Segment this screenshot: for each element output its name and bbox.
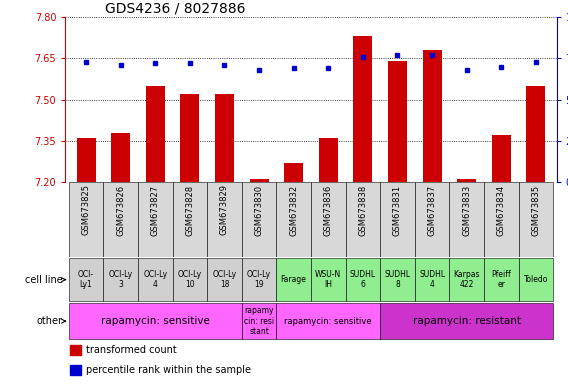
Text: SUDHL
4: SUDHL 4 xyxy=(419,270,445,290)
Text: GSM673835: GSM673835 xyxy=(532,184,540,235)
Text: GSM673838: GSM673838 xyxy=(358,184,367,236)
Bar xyxy=(484,258,519,301)
Bar xyxy=(111,132,130,182)
Text: rapamycin: sensitive: rapamycin: sensitive xyxy=(285,317,372,326)
Text: transformed count: transformed count xyxy=(86,345,177,355)
Bar xyxy=(277,303,380,339)
Text: GSM673831: GSM673831 xyxy=(393,184,402,235)
Bar xyxy=(345,258,380,301)
Text: rapamycin: sensitive: rapamycin: sensitive xyxy=(101,316,210,326)
Text: Pfeiff
er: Pfeiff er xyxy=(491,270,511,290)
Text: SUDHL
6: SUDHL 6 xyxy=(350,270,376,290)
Text: other: other xyxy=(36,316,62,326)
Text: OCI-Ly
3: OCI-Ly 3 xyxy=(108,270,133,290)
Bar xyxy=(311,258,345,301)
Bar xyxy=(449,182,484,257)
Bar xyxy=(242,258,277,301)
Text: rapamy
cin: resi
stant: rapamy cin: resi stant xyxy=(244,306,274,336)
Text: OCI-Ly
10: OCI-Ly 10 xyxy=(178,270,202,290)
Bar xyxy=(77,138,95,182)
Bar xyxy=(415,258,449,301)
Bar xyxy=(146,86,165,182)
Text: GSM673836: GSM673836 xyxy=(324,184,333,236)
Bar xyxy=(319,138,338,182)
Bar xyxy=(380,182,415,257)
Bar xyxy=(423,50,441,182)
Bar xyxy=(103,258,138,301)
Bar xyxy=(311,182,345,257)
Text: OCI-Ly
19: OCI-Ly 19 xyxy=(247,270,271,290)
Text: GSM673834: GSM673834 xyxy=(497,184,506,235)
Bar xyxy=(70,365,81,376)
Bar xyxy=(207,182,242,257)
Bar xyxy=(449,258,484,301)
Bar xyxy=(173,182,207,257)
Bar xyxy=(70,345,81,355)
Bar xyxy=(207,258,242,301)
Bar xyxy=(181,94,199,182)
Bar xyxy=(138,258,173,301)
Bar xyxy=(249,179,269,182)
Bar xyxy=(388,61,407,182)
Bar xyxy=(69,182,103,257)
Bar xyxy=(353,36,373,182)
Text: GSM673826: GSM673826 xyxy=(116,184,125,235)
Bar xyxy=(103,182,138,257)
Text: rapamycin: resistant: rapamycin: resistant xyxy=(413,316,521,326)
Text: percentile rank within the sample: percentile rank within the sample xyxy=(86,365,251,376)
Text: OCI-Ly
4: OCI-Ly 4 xyxy=(143,270,168,290)
Text: GSM673828: GSM673828 xyxy=(185,184,194,235)
Bar xyxy=(173,258,207,301)
Bar xyxy=(284,163,303,182)
Bar xyxy=(457,179,476,182)
Text: GSM673827: GSM673827 xyxy=(151,184,160,235)
Text: GSM673832: GSM673832 xyxy=(289,184,298,235)
Text: cell line: cell line xyxy=(25,275,62,285)
Bar xyxy=(484,182,519,257)
Bar xyxy=(415,182,449,257)
Text: GSM673825: GSM673825 xyxy=(82,184,90,235)
Bar xyxy=(519,258,553,301)
Text: GSM673830: GSM673830 xyxy=(254,184,264,235)
Bar xyxy=(519,182,553,257)
Text: SUDHL
8: SUDHL 8 xyxy=(385,270,411,290)
Bar xyxy=(242,182,277,257)
Bar xyxy=(380,258,415,301)
Text: GSM673837: GSM673837 xyxy=(428,184,437,236)
Text: Toledo: Toledo xyxy=(524,275,548,284)
Text: GSM673833: GSM673833 xyxy=(462,184,471,236)
Bar xyxy=(345,182,380,257)
Bar xyxy=(242,303,277,339)
Bar xyxy=(492,136,511,182)
Bar xyxy=(215,94,234,182)
Text: OCI-
Ly1: OCI- Ly1 xyxy=(78,270,94,290)
Text: GSM673829: GSM673829 xyxy=(220,184,229,235)
Text: WSU-N
IH: WSU-N IH xyxy=(315,270,341,290)
Text: Karpas
422: Karpas 422 xyxy=(453,270,480,290)
Bar xyxy=(69,258,103,301)
Bar xyxy=(277,258,311,301)
Text: GDS4236 / 8027886: GDS4236 / 8027886 xyxy=(105,1,245,15)
Bar xyxy=(527,86,545,182)
Bar xyxy=(380,303,553,339)
Bar xyxy=(138,182,173,257)
Text: OCI-Ly
18: OCI-Ly 18 xyxy=(212,270,236,290)
Bar xyxy=(277,182,311,257)
Text: Farage: Farage xyxy=(281,275,307,284)
Bar xyxy=(69,303,242,339)
